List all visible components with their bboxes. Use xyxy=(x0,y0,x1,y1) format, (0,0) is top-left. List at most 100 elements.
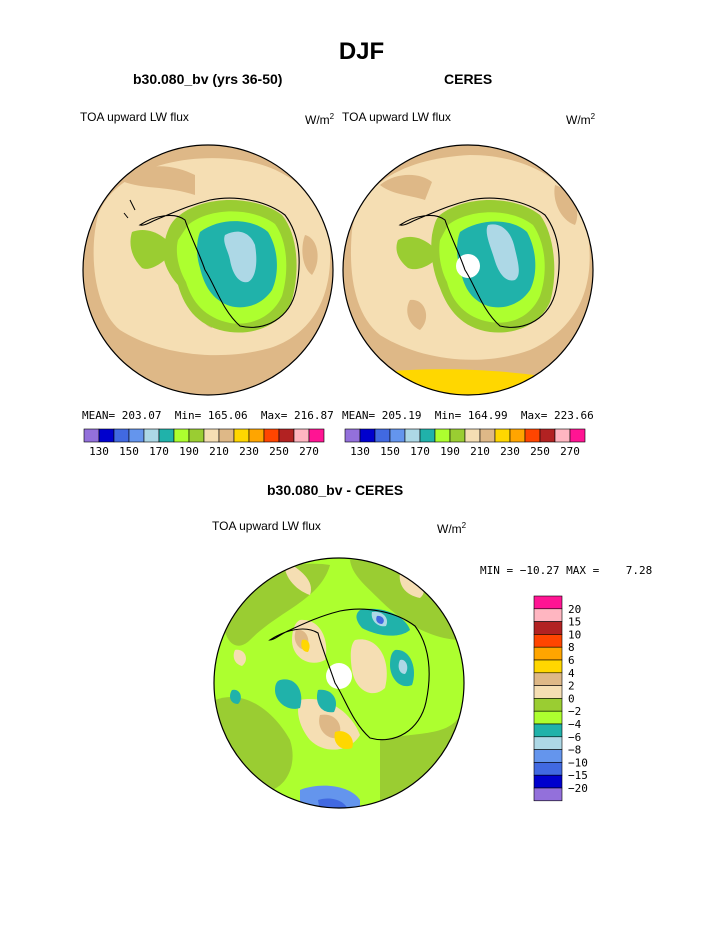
colorbar-swatch xyxy=(533,710,563,725)
colorbar-swatch xyxy=(479,428,496,443)
map1-plateau-core xyxy=(224,231,257,283)
colorbar-swatch xyxy=(359,428,376,443)
colorbar-swatch xyxy=(188,428,205,443)
colorbar-tick-label: 15 xyxy=(568,616,581,629)
colorbar-tick-label: −6 xyxy=(568,731,581,744)
colorbar-swatch xyxy=(173,428,190,443)
colorbar-tick-label: 6 xyxy=(568,654,575,667)
colorbar-swatch xyxy=(533,736,563,750)
colorbar-tick-label: 270 xyxy=(299,445,319,458)
colorbar-tick-label: −20 xyxy=(568,782,588,795)
panel1-colorbar: 130 150 170 190 210 230 250 270 xyxy=(83,428,325,458)
figure-title: DJF xyxy=(338,38,385,65)
colorbar-swatch xyxy=(533,787,563,802)
map3-gold-center xyxy=(301,639,310,652)
colorbar-tick-label: 150 xyxy=(380,445,400,458)
colorbar-swatch xyxy=(404,428,421,443)
panel1-units: W/m2 xyxy=(305,112,335,127)
map3-wheat-e xyxy=(350,639,387,694)
map2-gold-band xyxy=(360,369,590,395)
panel3-map xyxy=(214,558,464,808)
colorbar-tick-label: −2 xyxy=(568,705,581,718)
panel1-stats: MEAN= 203.07 Min= 165.06 Max= 216.87 xyxy=(82,409,334,422)
colorbar-swatch xyxy=(533,685,563,699)
colorbar-tick-label: 10 xyxy=(568,628,581,641)
colorbar-swatch xyxy=(533,634,563,648)
colorbar-tick-label: 2 xyxy=(568,680,575,693)
colorbar-swatch xyxy=(143,428,160,443)
colorbar-tick-label: −15 xyxy=(568,769,588,782)
colorbar-swatch xyxy=(83,428,100,443)
panel2-variable-label: TOA upward LW flux xyxy=(342,110,451,124)
colorbar-swatch xyxy=(533,749,563,763)
colorbar-swatch xyxy=(539,428,556,443)
map2-coastline xyxy=(398,197,560,328)
colorbar-swatch xyxy=(533,646,563,661)
colorbar-tick-label: 250 xyxy=(269,445,289,458)
colorbar-swatch xyxy=(554,428,571,443)
panel2-colorbar: 130 150 170 190 210 230 250 270 xyxy=(344,428,586,458)
colorbar-swatch xyxy=(248,428,265,443)
map3-border xyxy=(213,557,465,809)
colorbar-swatch xyxy=(524,428,541,443)
colorbar-swatch xyxy=(128,428,145,443)
colorbar-swatch xyxy=(464,428,481,443)
colorbar-tick-label: 250 xyxy=(530,445,550,458)
colorbar-swatch xyxy=(509,428,526,443)
colorbar-swatch xyxy=(293,428,310,443)
colorbar-swatch xyxy=(233,428,250,443)
map1-border xyxy=(82,144,334,396)
colorbar-swatch xyxy=(263,428,280,443)
colorbar-tick-label: 170 xyxy=(149,445,169,458)
colorbar-swatch xyxy=(98,428,115,443)
colorbar-swatch xyxy=(533,595,563,610)
panel2-title: CERES xyxy=(444,71,493,87)
colorbar-swatch xyxy=(203,428,220,443)
colorbar-tick-label: 270 xyxy=(560,445,580,458)
panel1-title: b30.080_bv (yrs 36-50) xyxy=(133,71,283,87)
colorbar-swatch xyxy=(434,428,451,443)
map3-lightblue-e xyxy=(398,659,408,674)
colorbar-swatch xyxy=(533,698,563,712)
map2-patch-sw xyxy=(407,299,427,330)
colorbar-swatch xyxy=(533,723,563,738)
map3-pole-hole xyxy=(326,663,352,689)
map3-wheat-n xyxy=(284,560,311,595)
map3-teal-w xyxy=(275,679,302,709)
colorbar-swatch xyxy=(419,428,436,443)
colorbar-swatch xyxy=(533,774,563,789)
colorbar-tick-label: 8 xyxy=(568,641,575,654)
colorbar-swatch xyxy=(278,428,295,443)
panel3-units: W/m2 xyxy=(437,521,467,536)
colorbar-tick-label: 190 xyxy=(440,445,460,458)
colorbar-swatch xyxy=(113,428,130,443)
colorbar-tick-label: 130 xyxy=(89,445,109,458)
panel1-map xyxy=(83,145,333,395)
colorbar-tick-label: 230 xyxy=(239,445,259,458)
panel3-variable-label: TOA upward LW flux xyxy=(212,519,321,533)
colorbar-swatch xyxy=(449,428,466,443)
colorbar-tick-label: 230 xyxy=(500,445,520,458)
map3-wheat-w xyxy=(233,649,246,666)
map3-coastline xyxy=(268,608,430,741)
panel2-units: W/m2 xyxy=(566,112,596,127)
colorbar-swatch xyxy=(218,428,235,443)
colorbar-swatch xyxy=(533,672,563,686)
colorbar-tick-label: −10 xyxy=(568,756,588,769)
map1-patch-nw xyxy=(120,166,195,195)
colorbar-swatch xyxy=(374,428,391,443)
colorbar-swatch xyxy=(344,428,361,443)
map2-pole-hole xyxy=(456,254,480,278)
map1-coast-fragment xyxy=(123,199,136,219)
map3-teal-far-w xyxy=(230,689,241,704)
map3-gold-s xyxy=(334,731,353,750)
colorbar-tick-label: −8 xyxy=(568,744,581,757)
map1-coastline xyxy=(138,197,300,328)
colorbar-swatch xyxy=(569,428,586,443)
colorbar-swatch xyxy=(494,428,511,443)
colorbar-swatch xyxy=(533,608,563,622)
colorbar-tick-label: 20 xyxy=(568,603,581,616)
panel3-stats: MIN = −10.27 MAX = 7.28 xyxy=(480,564,653,577)
